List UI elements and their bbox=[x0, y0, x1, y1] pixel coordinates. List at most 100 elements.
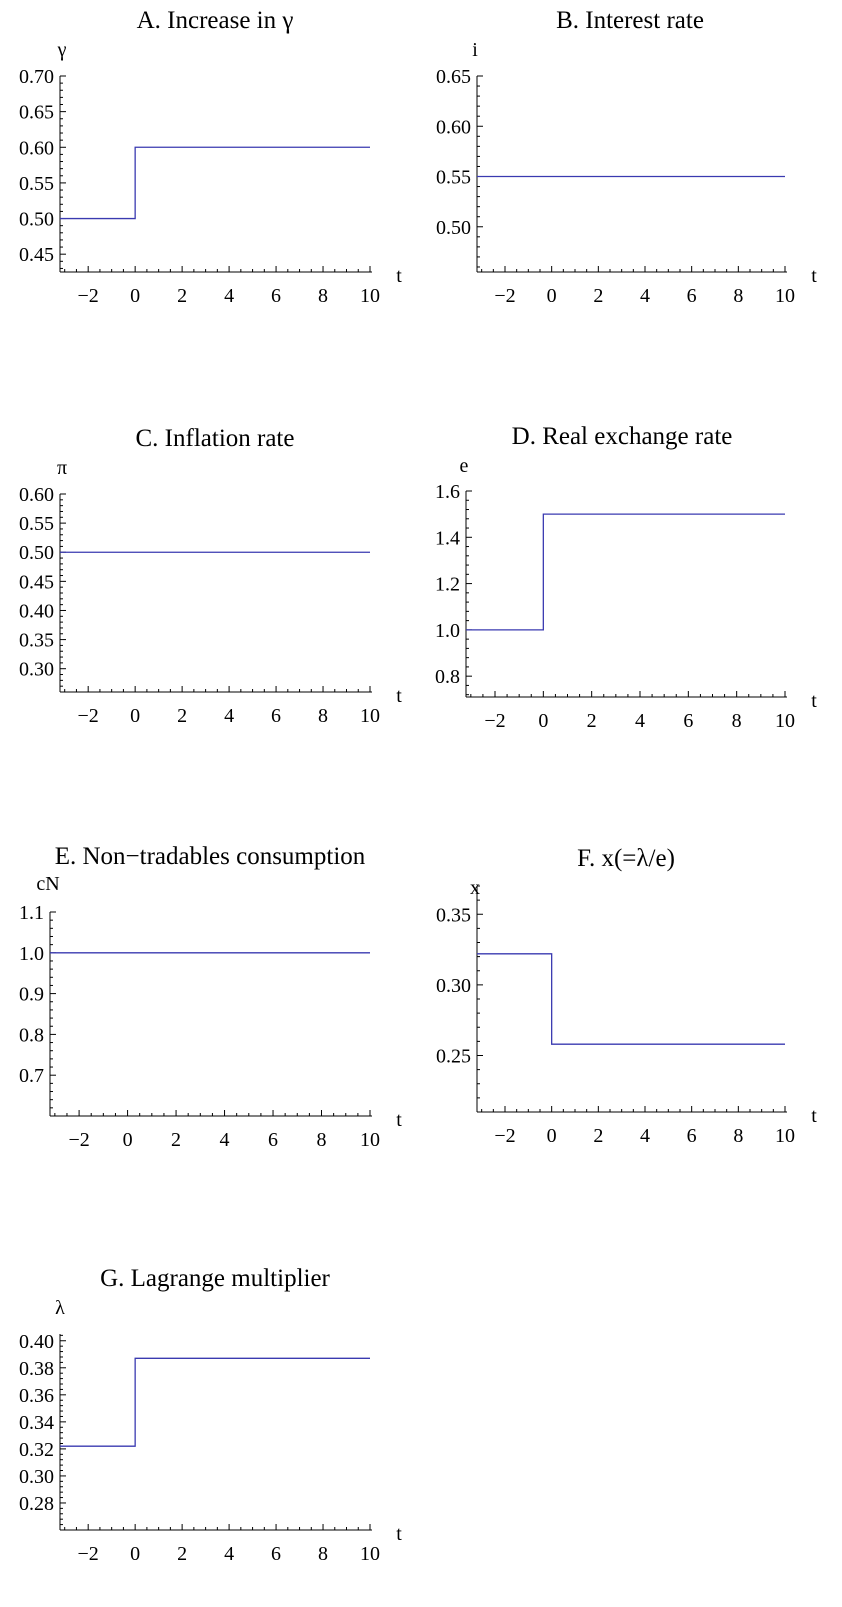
panel-c-x-tick-label: −2 bbox=[78, 705, 99, 727]
panel-a-y-tick-label: 0.55 bbox=[19, 173, 54, 195]
panel-a-series-line bbox=[60, 146, 370, 220]
panel-b-y-tick-label: 0.50 bbox=[436, 217, 471, 239]
panel-f-x-tick-label: 0 bbox=[547, 1125, 557, 1147]
panel-d-x-tick-label: 2 bbox=[587, 710, 597, 732]
panel-g-xlabel: t bbox=[396, 1523, 402, 1545]
panel-d-x-tick-label: 4 bbox=[635, 710, 645, 732]
panel-c-x-tick-label: 8 bbox=[318, 705, 328, 727]
panel-b-x-tick-label: 8 bbox=[733, 285, 743, 307]
panel-e-y-tick-label: 1.0 bbox=[19, 943, 44, 965]
panel-a-x-tick-label: 8 bbox=[318, 285, 328, 307]
panel-b-y-tick-label: 0.65 bbox=[436, 66, 471, 88]
panel-g-x-tick-label: 2 bbox=[177, 1543, 187, 1565]
panel-f: F. x(=λ/e) x t −2 0 2 4 6 8 10 0.25 0.30 0.35 bbox=[436, 845, 817, 1147]
panel-g-x-tick-label: −2 bbox=[78, 1543, 99, 1565]
panel-g-y-tick-label: 0.34 bbox=[19, 1412, 54, 1434]
panel-a-x-tick-label: 2 bbox=[177, 285, 187, 307]
panel-d-x-tick-label: 0 bbox=[538, 710, 548, 732]
panel-e-x-tick-label: −2 bbox=[68, 1129, 89, 1151]
panel-e-x-tick-label: 0 bbox=[123, 1129, 133, 1151]
panel-f-y-tick-label: 0.30 bbox=[436, 975, 471, 997]
panel-a-ylabel: γ bbox=[57, 39, 67, 61]
panel-g-title: G. Lagrange multiplier bbox=[100, 1265, 330, 1292]
panel-c-y-tick-label: 0.30 bbox=[19, 659, 54, 681]
panel-d-y-tick-label: 1.0 bbox=[435, 620, 460, 642]
panel-b-y-tick-label: 0.55 bbox=[436, 167, 471, 189]
panel-e-y-tick-label: 1.1 bbox=[19, 902, 44, 924]
panel-e-x-tick-label: 4 bbox=[220, 1129, 230, 1151]
panel-d-x-tick-label: 6 bbox=[683, 710, 693, 732]
panel-c-x-tick-label: 4 bbox=[224, 705, 234, 727]
panel-c-y-tick-label: 0.55 bbox=[19, 513, 54, 535]
panel-c-y-tick-label: 0.35 bbox=[19, 630, 54, 652]
panel-g-x-tick-label: 0 bbox=[130, 1543, 140, 1565]
panel-c-y-tick-label: 0.40 bbox=[19, 600, 54, 622]
panel-b-x-tick-label: 10 bbox=[775, 285, 795, 307]
panel-g-y-tick-label: 0.28 bbox=[19, 1493, 54, 1515]
panel-g-x-tick-label: 4 bbox=[224, 1543, 234, 1565]
panel-d-y-tick-label: 1.6 bbox=[435, 481, 460, 503]
panel-d-y-tick-label: 1.2 bbox=[435, 574, 460, 596]
panel-f-x-tick-label: −2 bbox=[494, 1125, 515, 1147]
panel-c-x-tick-label: 0 bbox=[130, 705, 140, 727]
panel-f-x-tick-label: 4 bbox=[640, 1125, 650, 1147]
panel-g: G. Lagrange multiplier λ t −2 0 2 4 6 8 10 0.28 0.3… bbox=[19, 1265, 402, 1565]
panel-e-x-tick-label: 2 bbox=[171, 1129, 181, 1151]
panel-d-x-tick-label: −2 bbox=[484, 710, 505, 732]
panel-a-x-tick-label: 10 bbox=[360, 285, 380, 307]
panel-c-title: C. Inflation rate bbox=[136, 425, 295, 452]
panel-c-x-tick-label: 6 bbox=[271, 705, 281, 727]
panel-d-xlabel: t bbox=[811, 690, 817, 712]
panel-g-y-tick-label: 0.40 bbox=[19, 1331, 54, 1353]
panel-g-y-tick-label: 0.32 bbox=[19, 1439, 54, 1461]
panel-e-y-tick-label: 0.9 bbox=[19, 984, 44, 1006]
panel-g-x-tick-label: 8 bbox=[318, 1543, 328, 1565]
panel-f-x-tick-label: 8 bbox=[733, 1125, 743, 1147]
panel-a-title: A. Increase in γ bbox=[137, 7, 294, 34]
panel-a-y-tick-label: 0.65 bbox=[19, 102, 54, 124]
panel-b-x-tick-label: 2 bbox=[593, 285, 603, 307]
panel-a-y-tick-label: 0.50 bbox=[19, 209, 54, 231]
panel-b-x-tick-label: 6 bbox=[687, 285, 697, 307]
panel-b-title: B. Interest rate bbox=[556, 7, 704, 34]
panel-a-x-tick-label: 0 bbox=[130, 285, 140, 307]
panel-d-ylabel: e bbox=[460, 455, 469, 477]
panel-b-ylabel: i bbox=[472, 39, 478, 61]
panel-e-ylabel: cN bbox=[36, 873, 59, 895]
panel-e-x-tick-label: 10 bbox=[360, 1129, 380, 1151]
panel-f-x-tick-label: 6 bbox=[687, 1125, 697, 1147]
panel-g-y-tick-label: 0.38 bbox=[19, 1358, 54, 1380]
panel-c: C. Inflation rate π t −2 0 2 4 6 8 10 0.30 0.35 0.40… bbox=[19, 425, 402, 727]
panel-a-x-tick-label: −2 bbox=[78, 285, 99, 307]
panel-d-x-tick-label: 8 bbox=[732, 710, 742, 732]
panel-f-x-tick-label: 2 bbox=[593, 1125, 603, 1147]
panel-e-y-tick-label: 0.7 bbox=[19, 1065, 44, 1087]
panel-c-y-tick-label: 0.45 bbox=[19, 571, 54, 593]
panel-c-y-tick-label: 0.60 bbox=[19, 484, 54, 506]
panel-d-y-tick-label: 1.4 bbox=[435, 527, 460, 549]
panel-d-x-tick-label: 10 bbox=[775, 710, 795, 732]
panel-f-y-tick-label: 0.25 bbox=[436, 1046, 471, 1068]
panel-g-x-tick-label: 6 bbox=[271, 1543, 281, 1565]
panel-a-xlabel: t bbox=[396, 265, 402, 287]
panel-c-ylabel: π bbox=[57, 457, 67, 479]
panel-e-y-tick-label: 0.8 bbox=[19, 1024, 44, 1046]
panel-e-x-tick-label: 6 bbox=[268, 1129, 278, 1151]
panel-e: E. Non−tradables consumption cN t −2 0 2 4 6 8 10… bbox=[19, 843, 402, 1151]
panel-f-series-line bbox=[477, 953, 785, 1045]
panel-d-title: D. Real exchange rate bbox=[512, 423, 733, 450]
panel-f-ylabel: x bbox=[470, 877, 480, 899]
panel-b-x-tick-label: 4 bbox=[640, 285, 650, 307]
panel-b: B. Interest rate i t −2 0 2 4 6 8 10 0.50 0.55 0.60 0… bbox=[436, 7, 817, 307]
panel-e-x-tick-label: 8 bbox=[317, 1129, 327, 1151]
panel-g-ylabel: λ bbox=[55, 1297, 65, 1319]
panel-g-series-line bbox=[60, 1357, 370, 1447]
panel-g-x-tick-label: 10 bbox=[360, 1543, 380, 1565]
panel-c-x-tick-label: 10 bbox=[360, 705, 380, 727]
panel-a-y-tick-label: 0.60 bbox=[19, 137, 54, 159]
panel-d: D. Real exchange rate e t −2 0 2 4 6 8 10 0.8 1.0 1.… bbox=[435, 423, 817, 732]
panel-f-y-tick-label: 0.35 bbox=[436, 904, 471, 926]
panel-a-y-tick-label: 0.70 bbox=[19, 66, 54, 88]
panel-a: A. Increase in γ γ t −2 0 2 4 6 8 10 0.45 0.50 0.55 0… bbox=[19, 7, 402, 307]
